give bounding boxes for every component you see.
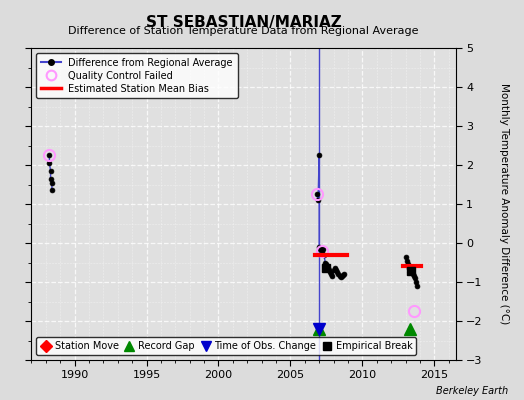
Y-axis label: Monthly Temperature Anomaly Difference (°C): Monthly Temperature Anomaly Difference (…: [499, 83, 509, 325]
Text: Difference of Station Temperature Data from Regional Average: Difference of Station Temperature Data f…: [69, 26, 419, 36]
Legend: Station Move, Record Gap, Time of Obs. Change, Empirical Break: Station Move, Record Gap, Time of Obs. C…: [36, 337, 416, 355]
Text: Berkeley Earth: Berkeley Earth: [436, 386, 508, 396]
Title: ST SEBASTIAN/MARIAZ: ST SEBASTIAN/MARIAZ: [146, 15, 342, 30]
